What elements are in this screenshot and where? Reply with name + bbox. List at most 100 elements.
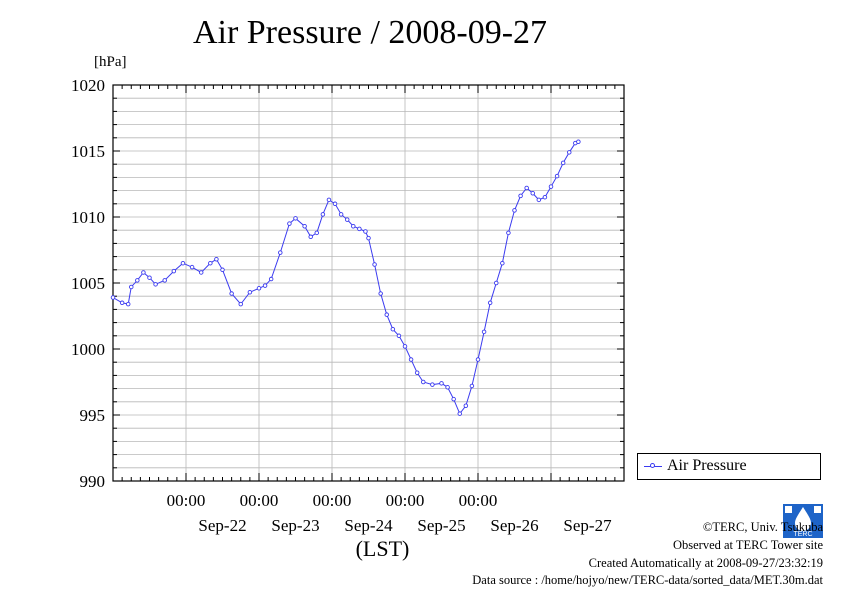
data-point — [384, 312, 390, 317]
data-point — [390, 326, 396, 332]
x-date-label: Sep-25 — [417, 516, 465, 535]
data-point — [506, 230, 511, 236]
y-tick-label: 990 — [80, 472, 106, 491]
legend-marker-icon — [650, 463, 655, 468]
data-point — [439, 381, 444, 386]
data-point — [475, 357, 481, 362]
source-credit: Data source : /home/hojyo/new/TERC-data/… — [472, 573, 823, 587]
data-point — [229, 291, 234, 296]
data-point — [500, 260, 505, 266]
legend-label: Air Pressure — [667, 457, 747, 474]
data-point — [268, 276, 274, 282]
x-tick-label: 00:00 — [386, 491, 425, 510]
data-point — [396, 333, 402, 339]
data-point — [135, 278, 140, 283]
data-point — [147, 275, 152, 280]
data-point — [110, 295, 116, 300]
data-point — [378, 291, 383, 296]
x-date-label: Sep-27 — [563, 516, 612, 535]
chart-title: Air Pressure / 2008-09-27 — [192, 14, 548, 51]
x-tick-label: 00:00 — [167, 491, 206, 510]
data-point — [302, 223, 307, 229]
data-point — [530, 190, 536, 196]
copyright-credit: ©TERC, Univ. Tsukuba — [702, 520, 823, 534]
data-point — [494, 280, 499, 286]
data-point — [576, 139, 581, 145]
data-point — [567, 150, 572, 155]
data-point — [402, 344, 408, 349]
data-point — [421, 379, 426, 385]
created-credit: Created Automatically at 2008-09-27/23:3… — [588, 556, 823, 570]
data-point — [308, 234, 313, 240]
y-tick-label: 1000 — [71, 340, 105, 359]
x-axis-label: (LST) — [356, 536, 410, 561]
x-tick-label: 00:00 — [459, 491, 498, 510]
x-date-label: Sep-24 — [344, 516, 393, 535]
data-point — [189, 264, 195, 270]
x-date-label: Sep-26 — [490, 516, 538, 535]
data-point — [180, 260, 186, 266]
data-point — [320, 212, 326, 217]
data-point — [351, 223, 356, 229]
data-point — [408, 357, 414, 362]
x-date-label: Sep-22 — [198, 516, 246, 535]
data-point — [262, 283, 268, 288]
data-point — [220, 267, 225, 273]
data-point — [518, 193, 523, 199]
data-point — [214, 256, 219, 262]
data-point — [366, 235, 371, 241]
logo-text: TERC — [793, 531, 812, 538]
x-date-label: Sep-23 — [271, 516, 319, 535]
y-tick-label: 1015 — [71, 142, 105, 161]
data-point — [238, 301, 243, 307]
data-point — [247, 289, 253, 295]
data-point — [278, 250, 283, 255]
observed-credit: Observed at TERC Tower site — [672, 538, 823, 552]
y-tick-label: 1010 — [71, 208, 105, 227]
data-point — [344, 217, 350, 222]
data-point — [536, 197, 542, 203]
data-point — [357, 226, 362, 232]
data-point — [469, 383, 475, 389]
y-tick-label: 1020 — [71, 76, 105, 95]
data-point — [208, 260, 213, 266]
terc-logo-icon: TERC — [783, 504, 823, 538]
y-axis-unit-label: [hPa] — [94, 54, 127, 70]
legend: Air Pressure — [637, 453, 821, 480]
x-tick-label: 00:00 — [240, 491, 279, 510]
data-point — [256, 286, 262, 291]
data-point — [524, 185, 529, 191]
data-point — [141, 270, 146, 275]
data-point — [198, 270, 204, 275]
data-point — [430, 382, 435, 387]
data-point — [457, 411, 463, 416]
data-point — [481, 329, 487, 335]
data-point — [153, 282, 158, 287]
data-point — [128, 284, 134, 290]
data-point — [463, 403, 469, 409]
data-point — [451, 396, 456, 402]
data-point — [512, 208, 517, 213]
data-point — [287, 221, 292, 226]
y-tick-label: 995 — [80, 406, 106, 425]
data-point — [372, 262, 377, 267]
data-point — [314, 230, 320, 236]
data-point — [162, 278, 167, 283]
data-point — [554, 173, 560, 179]
data-point — [548, 184, 554, 189]
data-point — [119, 300, 125, 306]
data-point — [332, 201, 338, 207]
data-point — [171, 268, 177, 274]
x-tick-label: 00:00 — [313, 491, 352, 510]
data-point — [363, 229, 368, 234]
data-point — [338, 212, 344, 217]
data-point — [125, 301, 131, 307]
data-point — [293, 216, 298, 221]
data-point — [414, 370, 420, 376]
data-point — [542, 194, 548, 200]
data-point — [560, 160, 566, 166]
y-tick-label: 1005 — [71, 274, 105, 293]
data-point — [445, 385, 450, 390]
data-point — [487, 300, 493, 306]
